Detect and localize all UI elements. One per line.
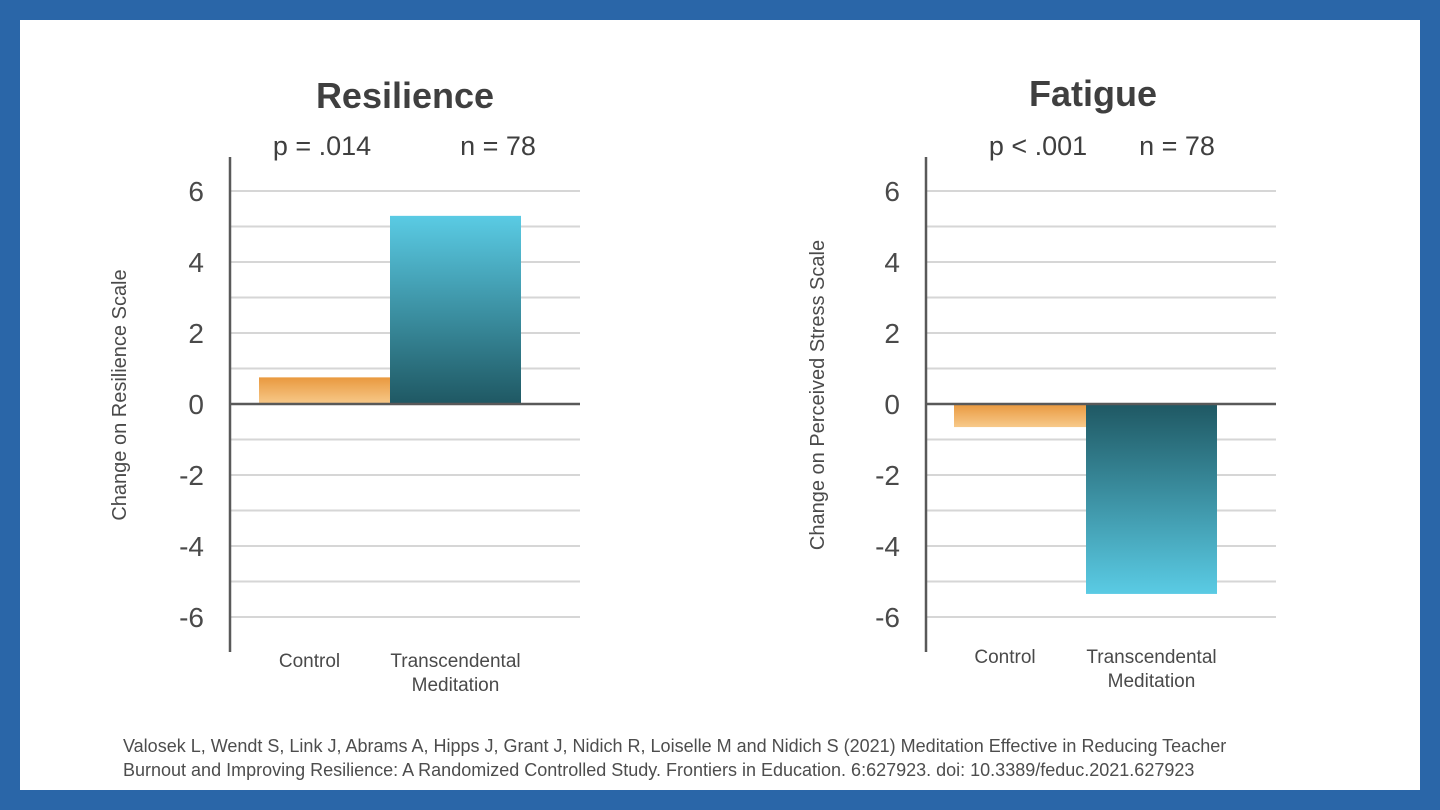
fatigue-bar-tm [1086, 404, 1217, 594]
resilience-ytick-label: 2 [188, 318, 204, 349]
resilience-chart-title: Resilience [316, 75, 494, 116]
resilience-ytick-label: 6 [188, 176, 204, 207]
resilience-category-label: Control [279, 651, 340, 672]
resilience-y-axis-label: Change on Resilience Scale [109, 269, 131, 520]
figure-panel: 6 4 2 0 -2 -4 -6 Resilience p = .014 n = 78 Change… [20, 20, 1420, 790]
fatigue-ytick-label: -4 [875, 531, 900, 562]
fatigue-category-label: Meditation [1108, 671, 1196, 692]
resilience-sample-size: n = 78 [460, 131, 536, 161]
fatigue-chart-title: Fatigue [1029, 73, 1157, 114]
resilience-bar-tm [390, 215, 521, 404]
fatigue-category-label: Transcendental [1086, 647, 1216, 668]
fatigue-sample-size: n = 78 [1139, 131, 1215, 161]
fatigue-bar-control [954, 404, 1086, 428]
fatigue-ytick-label: -6 [875, 602, 900, 633]
fatigue-p-value: p < .001 [989, 131, 1087, 161]
fatigue-ytick-label: 0 [884, 389, 900, 420]
fatigue-ytick-label: 6 [884, 176, 900, 207]
fatigue-ytick-label: -2 [875, 460, 900, 491]
fatigue-category-label: Control [974, 647, 1035, 668]
resilience-p-value: p = .014 [273, 131, 371, 161]
citation-line-2: Burnout and Improving Resilience: A Rand… [123, 760, 1195, 780]
resilience-ytick-label: 4 [188, 247, 204, 278]
charts-canvas: 6 4 2 0 -2 -4 -6 Resilience p = .014 n = 78 Change… [109, 73, 1276, 696]
fatigue-ytick-label: 4 [884, 247, 900, 278]
fatigue-y-axis-label: Change on Perceived Stress Scale [807, 240, 829, 550]
resilience-ytick-label: -4 [179, 531, 204, 562]
resilience-ytick-label: -2 [179, 460, 204, 491]
fatigue-ytick-label: 2 [884, 318, 900, 349]
resilience-bar-control [259, 377, 390, 404]
resilience-category-label: Transcendental [390, 651, 520, 672]
citation-line-1: Valosek L, Wendt S, Link J, Abrams A, Hi… [123, 736, 1227, 756]
citation: Valosek L, Wendt S, Link J, Abrams A, Hi… [123, 734, 1323, 782]
resilience-ytick-label: -6 [179, 602, 204, 633]
resilience-ytick-label: 0 [188, 389, 204, 420]
resilience-category-label: Meditation [412, 675, 500, 696]
